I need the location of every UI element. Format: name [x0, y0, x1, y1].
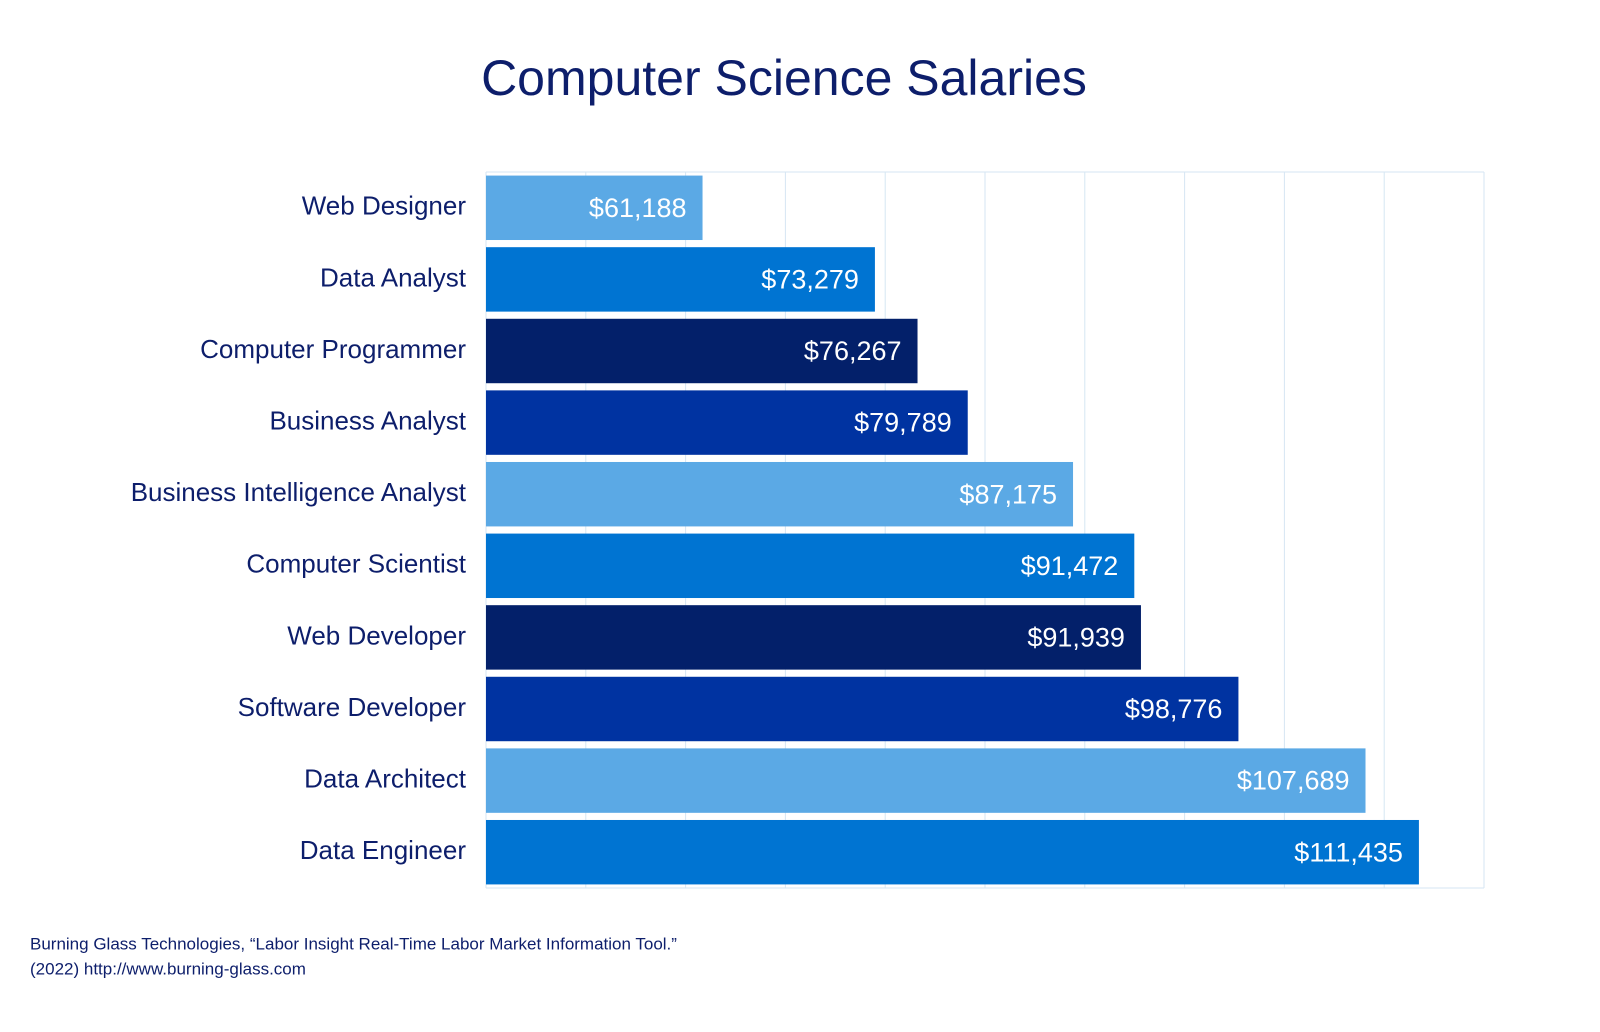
bar — [486, 605, 1141, 670]
category-label: Data Analyst — [320, 262, 467, 292]
value-label: $91,472 — [1021, 551, 1119, 581]
value-label: $111,435 — [1294, 837, 1403, 867]
category-label: Data Architect — [304, 763, 467, 793]
category-label: Web Designer — [302, 191, 467, 221]
value-label: $87,175 — [959, 479, 1057, 509]
category-label: Web Developer — [287, 620, 466, 650]
bar — [486, 676, 1239, 742]
bar — [486, 461, 1074, 527]
bar — [486, 247, 875, 312]
category-label: Computer Scientist — [246, 549, 466, 579]
category-label: Business Analyst — [269, 405, 466, 435]
value-label: $76,267 — [804, 336, 902, 366]
value-label: $107,689 — [1237, 766, 1350, 796]
value-label: $79,789 — [854, 408, 952, 438]
bar — [486, 175, 703, 241]
value-label: $91,939 — [1027, 623, 1125, 653]
category-label: Software Developer — [238, 692, 467, 722]
bar — [486, 390, 968, 455]
category-label: Data Engineer — [300, 835, 467, 865]
value-label: $61,188 — [589, 193, 687, 223]
source-note: Burning Glass Technologies, “Labor Insig… — [30, 934, 677, 953]
category-label: Business Intelligence Analyst — [131, 477, 467, 507]
bar — [486, 819, 1419, 885]
bar — [486, 533, 1135, 599]
chart-title: Computer Science Salaries — [481, 50, 1087, 106]
bar — [486, 748, 1366, 813]
value-label: $73,279 — [761, 265, 859, 295]
bar — [486, 318, 918, 384]
value-label: $98,776 — [1125, 694, 1223, 724]
source-note: (2022) http://www.burning-glass.com — [30, 959, 306, 978]
category-label: Computer Programmer — [200, 334, 466, 364]
